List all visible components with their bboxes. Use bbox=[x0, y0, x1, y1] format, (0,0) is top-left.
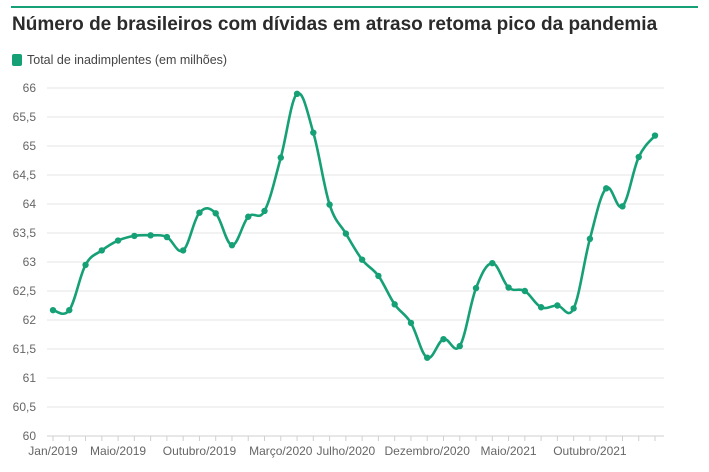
x-tick-label: Julho/2020 bbox=[317, 444, 376, 458]
data-point bbox=[586, 235, 594, 242]
data-point bbox=[521, 287, 529, 295]
data-point bbox=[537, 304, 545, 311]
data-point bbox=[147, 232, 154, 239]
data-point bbox=[489, 259, 496, 267]
data-point bbox=[82, 261, 89, 269]
data-point bbox=[245, 213, 252, 220]
data-point bbox=[651, 132, 659, 139]
y-tick-label: 64,5 bbox=[13, 168, 37, 182]
x-tick-label: Dezembro/2020 bbox=[385, 444, 471, 458]
data-point bbox=[310, 129, 317, 136]
x-tick-label: Outubro/2021 bbox=[553, 444, 627, 458]
y-tick-label: 61 bbox=[23, 371, 37, 385]
data-point bbox=[326, 201, 333, 208]
data-point bbox=[391, 301, 398, 308]
y-tick-label: 64 bbox=[23, 197, 37, 211]
data-point bbox=[212, 210, 219, 217]
data-point bbox=[407, 319, 415, 327]
data-point bbox=[66, 306, 73, 314]
y-tick-label: 66 bbox=[23, 81, 37, 95]
y-tick-label: 60 bbox=[23, 429, 37, 443]
data-point bbox=[440, 335, 447, 343]
data-point bbox=[602, 185, 610, 192]
y-tick-label: 60,5 bbox=[13, 400, 37, 414]
data-point bbox=[570, 305, 577, 312]
data-point bbox=[472, 284, 480, 292]
x-tick-label: Maio/2019 bbox=[90, 444, 146, 458]
y-tick-label: 65,5 bbox=[13, 110, 37, 124]
data-point bbox=[554, 302, 561, 309]
data-point bbox=[196, 209, 203, 216]
data-point bbox=[277, 154, 284, 161]
data-point bbox=[619, 203, 626, 210]
data-point bbox=[261, 207, 268, 215]
data-point bbox=[358, 256, 366, 263]
data-point bbox=[179, 247, 187, 254]
data-point bbox=[375, 272, 382, 280]
data-point bbox=[228, 241, 236, 249]
data-point bbox=[424, 354, 431, 361]
y-tick-label: 61,5 bbox=[13, 342, 37, 356]
y-tick-label: 63 bbox=[23, 255, 37, 269]
data-point bbox=[342, 230, 350, 237]
y-tick-label: 63,5 bbox=[13, 226, 37, 240]
legend-label: Total de inadimplentes (em milhões) bbox=[27, 53, 228, 67]
x-tick-label: Outubro/2019 bbox=[163, 444, 237, 458]
x-tick-label: Março/2020 bbox=[249, 444, 313, 458]
y-tick-label: 65 bbox=[23, 139, 37, 153]
data-point bbox=[635, 153, 642, 161]
legend-swatch bbox=[12, 54, 22, 66]
x-tick-label: Jan/2019 bbox=[28, 444, 78, 458]
data-point bbox=[49, 306, 57, 314]
x-tick-label: Maio/2021 bbox=[481, 444, 537, 458]
data-point bbox=[163, 233, 171, 241]
chart-title: Número de brasileiros com dívidas em atr… bbox=[12, 14, 658, 35]
data-point bbox=[114, 237, 122, 244]
data-point bbox=[505, 284, 512, 291]
data-point bbox=[131, 232, 138, 240]
y-tick-label: 62,5 bbox=[13, 284, 37, 298]
data-point bbox=[456, 342, 463, 350]
top-accent-rule bbox=[11, 6, 698, 8]
series-line bbox=[51, 92, 657, 360]
legend: Total de inadimplentes (em milhões) bbox=[12, 53, 227, 67]
data-point bbox=[98, 247, 106, 254]
y-tick-label: 62 bbox=[23, 313, 37, 327]
data-point bbox=[293, 90, 301, 98]
